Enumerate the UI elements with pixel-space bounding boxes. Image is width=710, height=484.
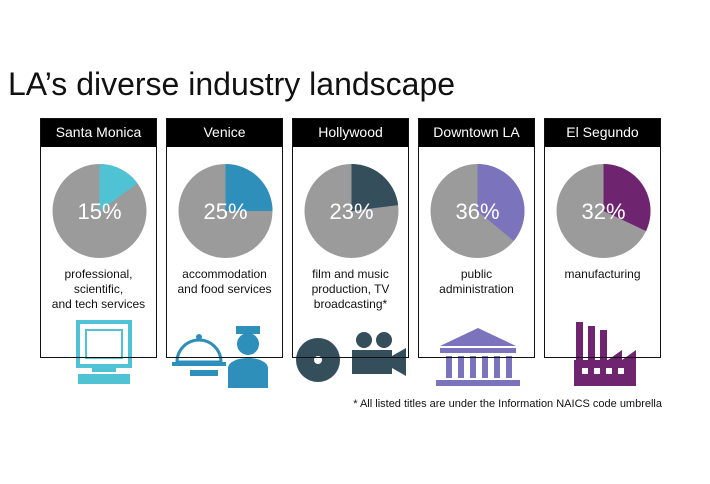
industry-card: Santa Monica 15% professional, scientific,… xyxy=(40,118,157,358)
pie-chart: 25% xyxy=(178,164,273,258)
card-caption: accommodation and food services xyxy=(177,267,272,296)
industry-card: Hollywood 23% film and music production, T… xyxy=(292,118,409,358)
footnote: * All listed titles are under the Inform… xyxy=(353,398,662,410)
card-caption: manufacturing xyxy=(564,267,641,281)
value-label: 23% xyxy=(329,199,373,224)
card-caption: public administration xyxy=(439,267,514,296)
value-label: 36% xyxy=(455,199,499,224)
value-label: 15% xyxy=(77,199,121,224)
pie-slice xyxy=(603,164,651,232)
pie-slice xyxy=(99,164,138,211)
pie-slice xyxy=(351,164,399,211)
card-title: Hollywood xyxy=(293,119,408,147)
card-title: Downtown LA xyxy=(419,119,534,147)
card-title: El Segundo xyxy=(545,119,660,147)
pie-chart: 32% xyxy=(556,164,651,258)
pie-slice xyxy=(477,164,525,241)
page-title: LA’s diverse industry landscape xyxy=(8,66,456,102)
card-title: Venice xyxy=(167,119,282,147)
pie-slice xyxy=(225,164,273,211)
value-label: 25% xyxy=(203,199,247,224)
card-title: Santa Monica xyxy=(41,119,156,147)
card-caption: professional, scientific, and tech servi… xyxy=(51,267,146,311)
media-icon xyxy=(296,332,406,382)
card-caption: film and music production, TV broadcasti… xyxy=(311,267,390,311)
industry-card: Downtown LA 36% public administration xyxy=(418,118,535,358)
value-label: 32% xyxy=(581,199,625,224)
pie-chart: 23% xyxy=(304,164,399,258)
pie-chart: 15% xyxy=(52,164,147,258)
factory-icon xyxy=(574,322,636,386)
pie-chart: 36% xyxy=(430,164,525,258)
monitor-icon xyxy=(76,320,132,384)
industry-card: El Segundo 32% manufacturing xyxy=(544,118,661,358)
industry-card: Venice 25% accommodation and food services xyxy=(166,118,283,358)
building-icon xyxy=(436,328,520,386)
hospitality-icon xyxy=(172,326,268,388)
